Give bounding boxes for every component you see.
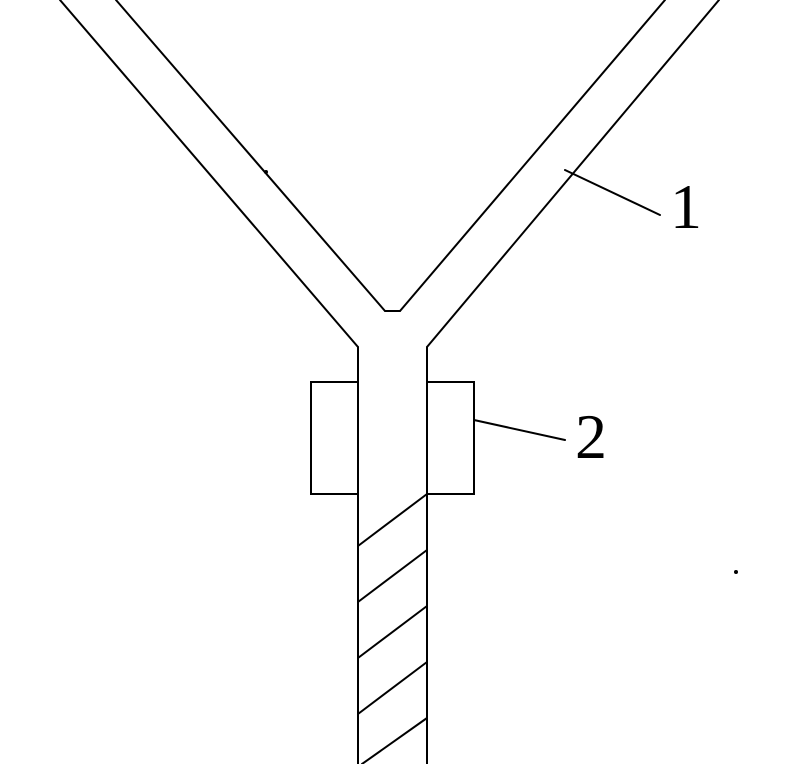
label-1: 1 <box>670 170 702 244</box>
dot <box>264 170 268 174</box>
hatch-line-4 <box>362 718 427 764</box>
hatch-line-2 <box>358 606 427 658</box>
collar-left <box>311 382 358 494</box>
y-left-inner <box>116 0 385 311</box>
dot <box>734 570 738 574</box>
hatch-line-3 <box>358 662 427 714</box>
y-right-inner <box>400 0 665 311</box>
hatch-line-0 <box>358 494 427 546</box>
y-left-outer <box>60 0 358 347</box>
diagram-canvas <box>0 0 797 764</box>
collar-right <box>427 382 474 494</box>
leader-1 <box>565 170 660 215</box>
leader-2 <box>474 420 565 440</box>
label-2: 2 <box>575 400 607 474</box>
hatch-line-1 <box>358 550 427 602</box>
